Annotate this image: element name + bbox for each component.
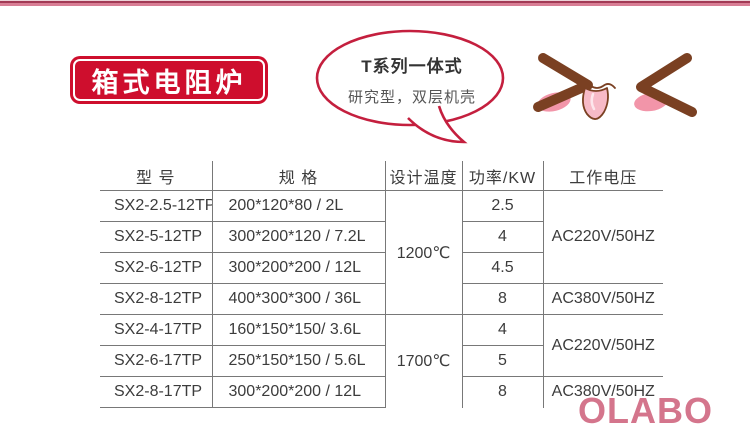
table-cell: 160*150*150/ 3.6L <box>211 314 385 346</box>
table-cell: SX2-5-12TP <box>100 221 212 253</box>
bubble-line1: T系列一体式 <box>361 57 463 76</box>
bubble-line2: 研究型，双层机壳 <box>347 89 476 106</box>
table-cell: 5 <box>461 345 543 377</box>
speech-bubble-body <box>315 29 505 127</box>
table-cell: 400*300*300 / 36L <box>211 283 385 315</box>
product-title: 箱式电阻炉 <box>91 67 247 98</box>
table-cell: SX2-8-17TP <box>100 376 212 408</box>
table-row: SX2-8-12TP 400*300*300 / 36L 8 AC380V/50HZ <box>100 283 663 315</box>
col-header: 规 格 <box>211 161 385 191</box>
speech-bubble-tail <box>407 105 468 144</box>
table-row: SX2-6-17TP 250*150*150 / 5.6L 5 <box>100 345 663 377</box>
table-cell: 300*200*200 / 12L <box>211 252 385 284</box>
mouth-line-icon <box>577 83 616 89</box>
col-header: 设计温度 <box>384 161 462 191</box>
table-header-row: 型 号规 格设计温度 功率/KW 工作电压 <box>100 161 663 191</box>
spec-table: 型 号规 格设计温度 功率/KW 工作电压 SX2-2.5-12TP 200*120*… <box>100 161 663 408</box>
table-cell: SX2-6-12TP <box>100 252 212 284</box>
table-cell: 2.5 <box>461 190 543 222</box>
table-cell: SX2-2.5-12TP <box>100 190 212 222</box>
table-cell: 8 <box>461 283 543 315</box>
table-cell: 300*200*120 / 7.2L <box>211 221 385 253</box>
table-cell: AC220V/50HZ <box>542 190 663 284</box>
winking-face-icon <box>533 53 697 120</box>
table-row: SX2-4-17TP 160*150*150/ 3.6L 1700℃ 4 AC220V/… <box>100 314 663 408</box>
table-cell: SX2-4-17TP <box>100 314 212 346</box>
tongue-icon <box>582 87 609 120</box>
table-row: SX2-2.5-12TP 200*120*80 / 2L 1200℃ 2.5 AC220… <box>100 190 663 315</box>
table-cell: SX2-6-17TP <box>100 345 212 377</box>
left-eye-icon <box>533 53 593 112</box>
col-header: 功率/KW <box>461 161 543 191</box>
product-title-badge-inner: 箱式电阻炉 <box>73 59 265 101</box>
table-row: SX2-6-12TP 300*200*200 / 12L 4.5 <box>100 252 663 284</box>
top-accent-bar <box>0 0 750 6</box>
table-cell: 1200℃ <box>384 190 462 315</box>
table-row: SX2-8-17TP 300*200*200 / 12L 8 AC380V/50HZ <box>100 376 663 408</box>
table-cell: 200*120*80 / 2L <box>211 190 385 222</box>
table-cell: 4 <box>461 221 543 253</box>
table-cell: 4 <box>461 314 543 346</box>
table-cell: AC380V/50HZ <box>542 283 663 315</box>
table-cell: SX2-8-12TP <box>100 283 212 315</box>
right-eye-icon <box>636 53 697 117</box>
col-header: 工作电压 <box>542 161 663 191</box>
product-title-badge: 箱式电阻炉 <box>70 56 268 104</box>
brand-logo: OLABO <box>578 390 713 431</box>
table-cell: 250*150*150 / 5.6L <box>211 345 385 377</box>
table-body: SX2-2.5-12TP 200*120*80 / 2L 1200℃ 2.5 AC220… <box>100 190 663 408</box>
table-cell: 4.5 <box>461 252 543 284</box>
tongue-crease-icon <box>590 92 596 111</box>
table-row: SX2-5-12TP 300*200*120 / 7.2L 4 <box>100 221 663 253</box>
speech-bubble-text: T系列一体式 研究型，双层机壳 <box>322 52 502 107</box>
table-cell: 1700℃ <box>384 314 462 408</box>
table-cell: 300*200*200 / 12L <box>211 376 385 408</box>
table-cell: AC380V/50HZ <box>542 376 663 408</box>
table-cell: 8 <box>461 376 543 408</box>
col-header: 型 号 <box>100 161 212 191</box>
table-cell: AC220V/50HZ <box>542 314 663 377</box>
speech-bubble-icon <box>315 29 505 144</box>
